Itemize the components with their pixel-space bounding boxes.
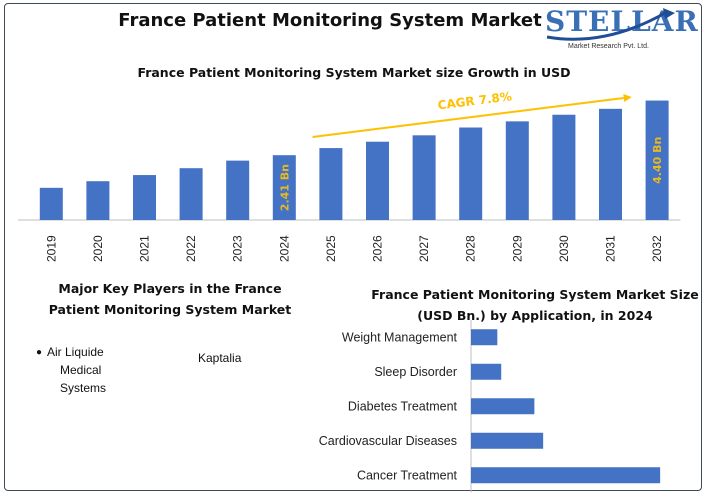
x-tick-label: 2019	[44, 235, 58, 262]
key-players-title-line2: Patient Monitoring System Market	[48, 302, 292, 317]
x-tick-label: 2025	[324, 235, 338, 262]
application-bar-sleep-disorder	[471, 363, 502, 380]
growth-bar-chart: CAGR 7.8% 2019 2020 2021 2022 2023 2024 2025 20…	[18, 89, 681, 262]
application-category-label: Diabetes Treatment	[348, 399, 458, 413]
logo-subtitle: Market Research Pvt. Ltd.	[568, 43, 649, 50]
x-tick-label: 2032	[650, 235, 664, 262]
application-bar-cancer-treatment	[471, 467, 661, 484]
growth-bar-2025	[319, 148, 343, 220]
page-title: France Patient Monitoring System Market	[118, 10, 542, 31]
growth-bar-2020	[86, 181, 110, 220]
growth-bar-2024	[272, 155, 296, 220]
application-chart-title-line2: (USD Bn.) by Application, in 2024	[417, 308, 653, 323]
x-tick-label: 2020	[91, 235, 105, 262]
x-tick-label: 2026	[371, 235, 385, 262]
x-tick-label: 2023	[231, 235, 245, 262]
application-chart-title-line1: France Patient Monitoring System Market …	[371, 287, 699, 302]
growth-bar-2028	[459, 127, 483, 220]
key-player-item: Medical	[60, 363, 102, 377]
application-category-label: Sleep Disorder	[374, 365, 457, 379]
application-category-label: Cardiovascular Diseases	[319, 434, 457, 448]
x-tick-label: 2031	[604, 235, 618, 262]
growth-bar-2027	[412, 135, 436, 220]
bullet-icon: ●	[36, 347, 43, 358]
logo-swoosh-icon	[546, 8, 675, 41]
application-bar-cardiovascular-diseases	[471, 432, 544, 449]
key-players-title-line1: Major Key Players in the France	[58, 281, 282, 296]
key-player-item: Air Liquide	[47, 345, 104, 359]
x-tick-label: 2027	[417, 235, 431, 262]
stellar-logo: STELLAR Market Research Pvt. Ltd.	[545, 5, 698, 55]
growth-bar-2029	[505, 121, 529, 220]
growth-bar-2032	[645, 100, 669, 220]
x-tick-label: 2021	[138, 235, 152, 262]
bar-value-label: 4.40 Bn	[651, 137, 664, 184]
growth-bar-2023	[226, 160, 250, 220]
growth-chart-title: France Patient Monitoring System Market …	[137, 65, 571, 80]
growth-bar-2019	[39, 187, 63, 220]
cagr-arrow-head	[623, 94, 632, 102]
x-tick-label: 2030	[557, 235, 571, 262]
key-player-item: Systems	[60, 381, 107, 395]
key-player-item: Kaptalia	[198, 351, 242, 365]
application-bar-diabetes-treatment	[471, 398, 535, 415]
growth-bar-2026	[366, 141, 389, 220]
growth-bar-2031	[599, 108, 622, 220]
x-tick-label: 2028	[464, 235, 478, 262]
application-bar-weight-management	[471, 329, 498, 346]
application-category-label: Weight Management	[342, 330, 458, 344]
key-players-title: Major Key Players in the France Patient …	[20, 278, 320, 320]
x-tick-label: 2022	[184, 235, 198, 262]
infographic-frame	[4, 3, 702, 491]
bar-value-label: 2.41 Bn	[278, 164, 291, 211]
growth-bar-2022	[179, 168, 203, 220]
application-chart-title: France Patient Monitoring System Market …	[360, 284, 708, 326]
growth-bar-2030	[552, 114, 576, 220]
cagr-arrow	[312, 94, 632, 138]
application-category-label: Cancer Treatment	[357, 468, 458, 482]
x-tick-label: 2024	[277, 235, 291, 262]
x-tick-label: 2029	[510, 235, 524, 262]
growth-bar-2021	[133, 175, 156, 220]
cagr-arrow-line	[312, 97, 624, 138]
